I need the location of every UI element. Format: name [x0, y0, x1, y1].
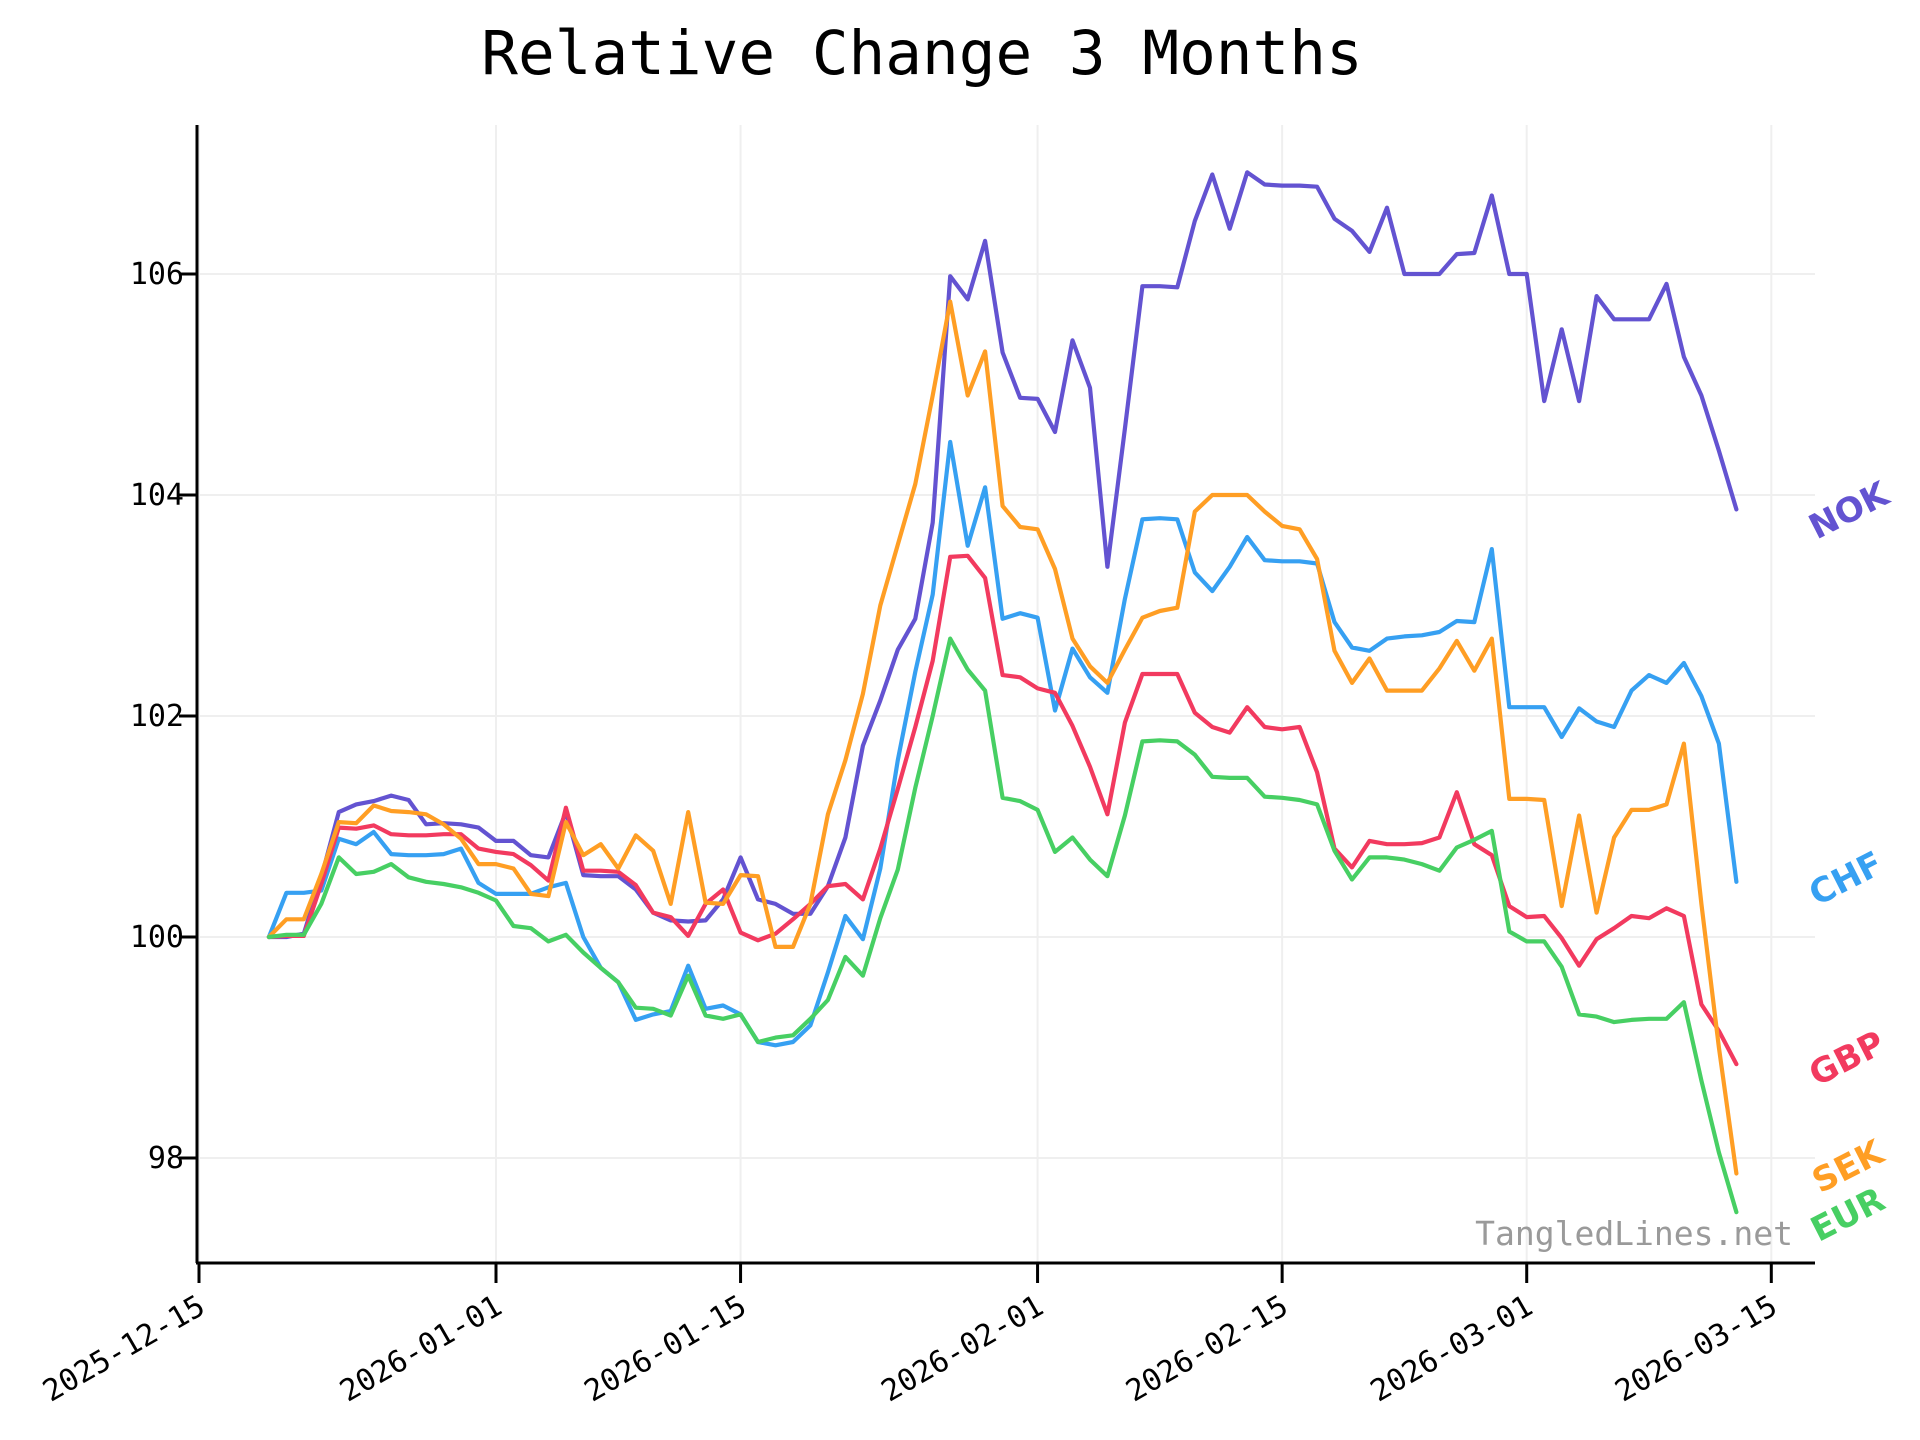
x-tick-label: 2026-03-01 — [1365, 1289, 1539, 1410]
series-line-nok — [266, 170, 1739, 940]
chart-title: Relative Change 3 Months — [481, 18, 1363, 89]
watermark-text: TangledLines.net — [1475, 1214, 1793, 1253]
y-tick-label: 100 — [130, 920, 184, 955]
x-tick-label: 2025-12-15 — [37, 1289, 211, 1410]
x-tick-label: 2026-01-01 — [334, 1289, 508, 1410]
x-tick-label: 2026-02-15 — [1120, 1289, 1294, 1410]
y-tick-label: 104 — [130, 478, 184, 513]
y-tick-labels: 98 100 102 104 106 — [130, 257, 184, 1176]
y-tick-label: 106 — [130, 257, 184, 292]
series-line-eur — [266, 636, 1739, 1215]
gridlines — [197, 125, 1815, 1263]
series-line-gbp — [266, 553, 1739, 1067]
x-tick-label: 2026-02-01 — [876, 1289, 1050, 1410]
y-tick-label: 98 — [148, 1141, 184, 1176]
axes-spines — [195, 125, 1815, 1265]
series-lines — [266, 170, 1739, 1215]
x-tick-label: 2026-03-15 — [1609, 1289, 1783, 1410]
series-line-sek — [266, 299, 1739, 1176]
axis-ticks — [179, 272, 1773, 1283]
series-line-chf — [266, 439, 1739, 1048]
x-tick-label: 2026-01-15 — [579, 1289, 753, 1410]
y-tick-label: 102 — [130, 699, 184, 734]
x-tick-labels: 2025-12-15 2026-01-01 2026-01-15 2026-02-01… — [37, 1289, 1783, 1410]
